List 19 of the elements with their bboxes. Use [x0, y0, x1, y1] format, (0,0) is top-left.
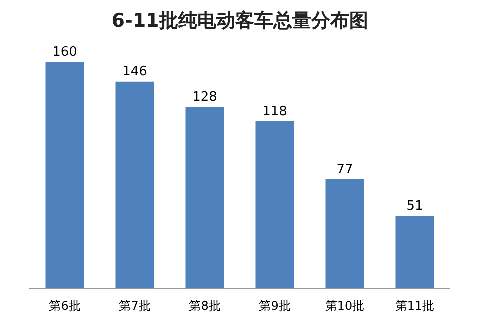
bar	[256, 121, 294, 289]
bar	[396, 216, 434, 289]
x-tick-label: 第10批	[325, 298, 365, 313]
chart-title: 6-11批纯电动客车总量分布图	[110, 9, 370, 34]
x-tick-label: 第11批	[395, 298, 435, 313]
x-tick-label: 第8批	[189, 298, 221, 313]
x-tick-label: 第9批	[259, 298, 291, 313]
bar	[186, 107, 224, 289]
data-label: 146	[122, 64, 148, 80]
data-label: 51	[406, 199, 424, 214]
data-label: 118	[262, 104, 288, 120]
data-label: 128	[192, 90, 218, 106]
data-label: 77	[336, 162, 354, 178]
data-label: 160	[52, 44, 78, 60]
bar	[46, 62, 84, 289]
x-tick-label: 第6批	[49, 298, 81, 313]
bar	[326, 180, 364, 289]
bar	[116, 82, 154, 289]
x-tick-label: 第7批	[119, 298, 151, 313]
